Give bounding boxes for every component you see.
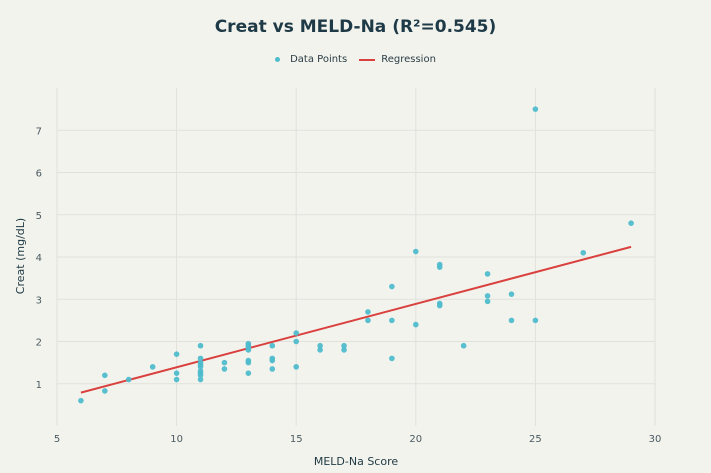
data-point (173, 351, 180, 357)
regression-line (80, 245, 632, 394)
x-tick-label: 30 (649, 434, 662, 445)
x-tick-label: 15 (290, 434, 303, 445)
data-point (102, 372, 108, 379)
data-point (341, 342, 347, 349)
data-points-layer (78, 106, 634, 404)
data-point (413, 248, 419, 255)
x-tick-label: 10 (170, 434, 183, 445)
x-tick-label: 20 (409, 434, 422, 445)
data-point (197, 376, 204, 383)
y-tick-label: 1 (36, 380, 42, 391)
data-point (341, 347, 347, 353)
legend-marker-line-icon (359, 58, 376, 61)
data-point (269, 357, 276, 364)
y-tick-label: 4 (36, 253, 42, 264)
y-axis-ticks: 1 2 3 4 5 6 7 (36, 126, 42, 391)
data-point (245, 347, 252, 353)
data-point (293, 338, 300, 345)
data-point (221, 366, 228, 372)
gridlines (56, 88, 656, 426)
data-point (508, 317, 515, 324)
data-point (628, 220, 634, 226)
legend-label-regression: Regression (381, 54, 436, 65)
data-point (125, 376, 132, 383)
regression-layer (80, 245, 632, 394)
legend-item-data-points[interactable]: Data Points (275, 54, 347, 65)
data-point (436, 302, 443, 309)
data-point (245, 370, 252, 376)
data-point (293, 330, 300, 336)
x-axis-ticks: 5 10 15 20 25 30 (54, 434, 662, 445)
data-point (149, 364, 156, 370)
data-point (269, 366, 276, 372)
data-point (413, 321, 419, 328)
data-point (102, 388, 108, 394)
data-point (197, 355, 204, 362)
data-point (197, 372, 204, 379)
data-point (460, 342, 467, 349)
data-point (508, 291, 515, 297)
data-point (389, 317, 395, 324)
data-point (389, 355, 395, 362)
data-point (173, 376, 180, 383)
x-axis-label: MELD-Na Score (314, 455, 399, 468)
legend-marker-dot-icon (275, 57, 281, 62)
data-point (532, 106, 539, 112)
y-tick-label: 2 (36, 338, 42, 349)
y-tick-label: 7 (36, 126, 42, 137)
y-tick-label: 5 (36, 211, 42, 222)
chart-title: Creat vs MELD-Na (R²=0.545) (214, 17, 497, 37)
y-axis-label: Creat (mg/dL) (14, 218, 27, 294)
data-point (436, 264, 443, 270)
data-point (197, 342, 204, 349)
data-point (532, 317, 539, 324)
chart-legend: Data Points Regression (0, 54, 711, 65)
data-point (293, 364, 300, 370)
data-point (197, 364, 204, 370)
legend-item-regression[interactable]: Regression (359, 54, 436, 65)
data-point (317, 347, 323, 353)
data-point (389, 283, 395, 290)
data-point (365, 309, 371, 315)
x-tick-label: 5 (54, 434, 60, 445)
y-tick-label: 3 (36, 295, 42, 306)
data-point (317, 342, 323, 349)
data-point (484, 293, 491, 299)
data-point (365, 317, 371, 324)
y-tick-label: 6 (36, 169, 42, 180)
legend-label-data-points: Data Points (290, 54, 348, 65)
data-point (245, 359, 252, 366)
x-tick-label: 25 (529, 434, 542, 445)
data-point (580, 249, 587, 256)
data-point (78, 397, 84, 404)
data-point (269, 342, 276, 349)
data-point (484, 298, 491, 305)
data-point (173, 370, 180, 376)
data-point (221, 359, 228, 366)
data-point (484, 271, 491, 277)
